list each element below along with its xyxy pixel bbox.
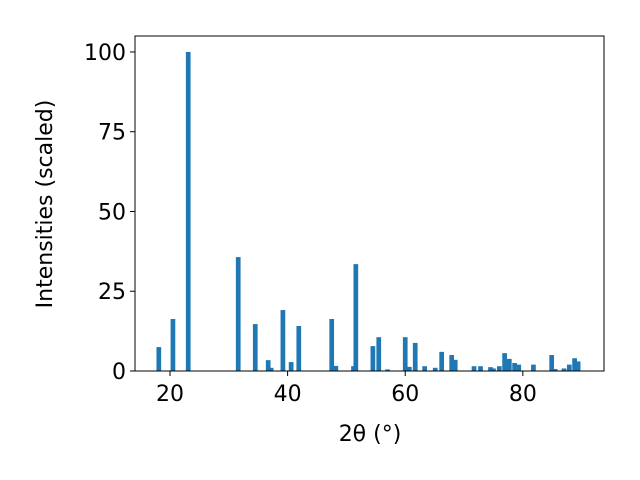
bar — [491, 368, 496, 371]
bar — [552, 369, 558, 371]
bar — [572, 358, 577, 371]
y-tick-label: 100 — [84, 41, 126, 66]
y-axis-label: Intensities (scaled) — [33, 100, 58, 309]
bar — [156, 347, 162, 371]
bar — [296, 326, 302, 371]
bar — [353, 264, 359, 371]
bar — [452, 359, 458, 371]
bar — [488, 367, 493, 371]
bar — [280, 310, 286, 371]
bar — [516, 364, 522, 371]
bar — [549, 355, 555, 371]
bar — [402, 337, 408, 371]
y-tick-label: 25 — [98, 280, 126, 305]
bar — [566, 364, 572, 371]
bar — [252, 324, 258, 371]
bar — [265, 360, 271, 371]
bar — [432, 367, 438, 371]
bar — [512, 363, 517, 371]
bar — [268, 367, 274, 371]
bar — [385, 369, 390, 371]
bar — [496, 366, 502, 371]
bar — [333, 365, 339, 371]
bar — [412, 342, 418, 371]
bar — [329, 318, 335, 371]
bar — [502, 353, 507, 371]
bar — [506, 358, 512, 371]
x-tick-label: 60 — [391, 382, 419, 407]
bar — [561, 368, 567, 371]
bar — [170, 318, 176, 371]
y-tick-label: 50 — [98, 200, 126, 225]
y-tick-label: 0 — [112, 360, 126, 385]
x-tick-label: 40 — [274, 382, 302, 407]
bar — [376, 337, 382, 371]
bar — [288, 362, 294, 371]
bar — [422, 366, 427, 371]
plot-frame — [134, 35, 605, 372]
bar — [185, 51, 191, 371]
bar — [439, 351, 445, 371]
bar — [575, 361, 581, 371]
bar — [449, 355, 455, 371]
x-tick-label: 80 — [509, 382, 537, 407]
bar — [531, 364, 536, 371]
x-axis-label: 2θ (°) — [339, 422, 402, 447]
bar — [370, 346, 376, 371]
x-tick-label: 20 — [156, 382, 184, 407]
bar — [478, 366, 483, 371]
bar — [406, 366, 412, 371]
bar — [471, 366, 477, 371]
y-tick-label: 75 — [98, 121, 126, 146]
bar — [235, 257, 241, 371]
